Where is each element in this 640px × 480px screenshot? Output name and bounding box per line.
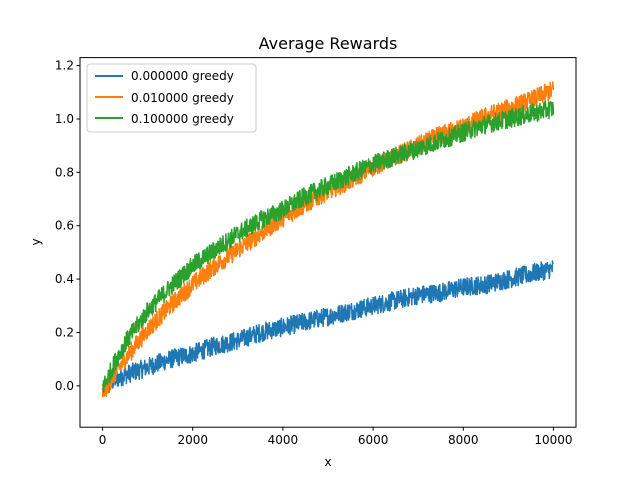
legend-entry: 0.010000 greedy (131, 91, 234, 105)
legend: 0.000000 greedy 0.010000 greedy 0.100000… (86, 63, 257, 133)
legend-frame (86, 63, 257, 133)
series-layer (101, 81, 555, 398)
x-tick-label: 0 (99, 433, 107, 447)
plot-area (79, 57, 577, 428)
x-axis: 0 2000 4000 6000 8000 10000 (99, 427, 573, 447)
x-axis-label: x (324, 455, 331, 469)
chart-title: Average Rewards (259, 34, 398, 53)
x-tick-label: 2000 (177, 433, 208, 447)
plot-frame (79, 57, 577, 428)
x-tick-label: 10000 (534, 433, 572, 447)
x-tick-label: 8000 (448, 433, 479, 447)
series-line (101, 260, 554, 397)
y-tick-label: 1.2 (55, 59, 74, 73)
y-tick-label: 0.8 (55, 165, 74, 179)
y-axis-label: y (29, 238, 43, 245)
y-axis: 0.0 0.2 0.4 0.6 0.8 1.0 1.2 (55, 59, 80, 393)
legend-entry: 0.100000 greedy (131, 112, 234, 126)
y-tick-label: 1.0 (55, 112, 74, 126)
series-line (101, 100, 555, 394)
y-tick-label: 0.0 (55, 379, 74, 393)
y-tick-label: 0.2 (55, 325, 74, 339)
y-tick-label: 0.4 (55, 272, 74, 286)
x-tick-label: 6000 (358, 433, 389, 447)
y-tick-label: 0.6 (55, 219, 74, 233)
x-tick-label: 4000 (268, 433, 299, 447)
legend-entry: 0.000000 greedy (131, 69, 234, 83)
